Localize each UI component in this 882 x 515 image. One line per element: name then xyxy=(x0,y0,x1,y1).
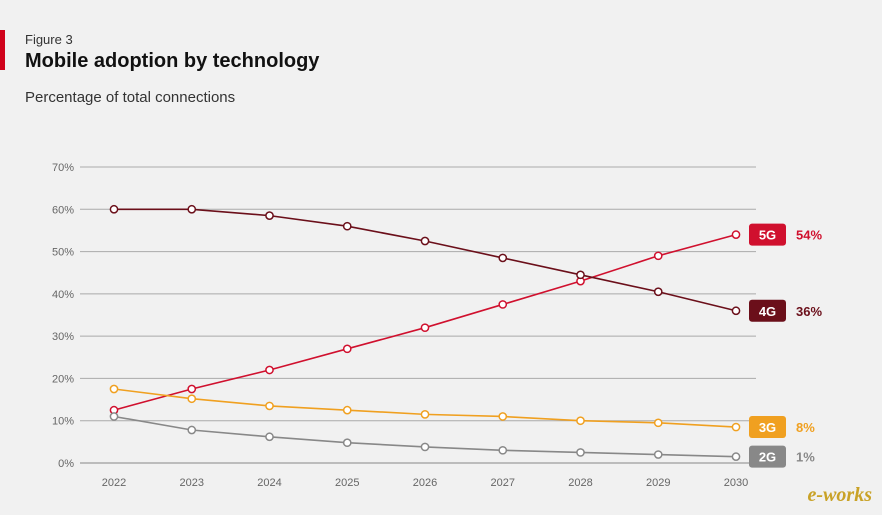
data-point xyxy=(342,438,352,448)
x-tick-label: 2030 xyxy=(724,477,748,489)
data-point xyxy=(109,412,119,421)
series-label-4g: 4G 36% xyxy=(749,299,822,322)
data-point xyxy=(653,450,663,459)
series-badge-text: 4G xyxy=(759,304,776,319)
series-end-value: 8% xyxy=(796,420,815,435)
series-line-5g xyxy=(113,233,737,411)
data-point xyxy=(576,416,585,426)
data-point xyxy=(731,422,741,432)
data-point xyxy=(731,230,741,240)
x-tick-label: 2023 xyxy=(180,477,204,489)
series-end-value: 36% xyxy=(796,304,822,319)
data-point xyxy=(498,412,508,421)
series-label-5g: 5G 54% xyxy=(749,223,822,246)
series-group xyxy=(109,204,741,462)
data-point xyxy=(498,253,508,263)
data-point xyxy=(265,401,274,411)
y-tick-label: 40% xyxy=(52,289,74,301)
data-point xyxy=(109,384,119,394)
x-tick-label: 2027 xyxy=(491,477,515,489)
data-point xyxy=(187,204,197,214)
x-tick-label: 2026 xyxy=(413,477,437,489)
series-end-value: 54% xyxy=(796,228,822,243)
series-label-3g: 3G 8% xyxy=(749,416,815,439)
y-tick-label: 10% xyxy=(52,416,74,428)
data-point xyxy=(187,425,197,435)
data-point xyxy=(653,418,663,428)
data-point xyxy=(653,251,663,261)
series-badge-text: 5G xyxy=(759,228,776,243)
data-point xyxy=(420,323,430,333)
x-tick-label: 2028 xyxy=(568,477,592,489)
x-tick-label: 2022 xyxy=(102,477,126,489)
y-tick-label: 0% xyxy=(58,458,74,470)
chart-subtitle: Percentage of total connections xyxy=(25,89,236,106)
data-point xyxy=(576,448,585,457)
data-point xyxy=(731,452,741,462)
data-point xyxy=(265,365,274,375)
series-line-4g xyxy=(114,208,737,312)
data-point xyxy=(265,211,274,220)
data-point xyxy=(731,306,741,316)
data-point xyxy=(498,445,508,455)
series-3g xyxy=(109,384,741,432)
series-line-3g xyxy=(113,388,737,428)
series-badge-text: 3G xyxy=(759,420,776,435)
data-point xyxy=(265,432,274,442)
title-accent-bar xyxy=(0,30,5,70)
data-point xyxy=(498,300,508,309)
data-point xyxy=(342,405,352,415)
series-badge xyxy=(749,416,786,439)
series-end-value: 1% xyxy=(796,450,815,465)
x-tick-label: 2024 xyxy=(257,477,281,489)
data-point xyxy=(187,394,197,404)
chart-title: Mobile adoption by technology xyxy=(25,50,320,72)
y-tick-label: 20% xyxy=(52,373,74,385)
data-point xyxy=(576,270,585,280)
grid xyxy=(80,166,756,464)
data-point xyxy=(342,344,352,354)
data-point xyxy=(109,204,119,214)
y-tick-label: 70% xyxy=(52,162,74,174)
series-2g xyxy=(109,412,741,462)
data-point xyxy=(342,221,352,231)
y-tick-label: 60% xyxy=(52,204,74,216)
y-tick-label: 30% xyxy=(52,331,74,343)
data-point xyxy=(420,410,430,419)
series-label-2g: 2G 1% xyxy=(749,445,815,468)
y-tick-label: 50% xyxy=(52,247,74,259)
data-point xyxy=(420,442,430,452)
x-tick-label: 2025 xyxy=(335,477,359,489)
x-tick-label: 2029 xyxy=(646,477,670,489)
series-labels: 5G 54% 4G 36% 3G 8% 2G 1% xyxy=(749,223,822,468)
data-point xyxy=(653,287,663,297)
y-axis: 0% 10% 20% 30% 40% 50% 60% 70% xyxy=(52,162,74,470)
series-badge xyxy=(749,223,786,246)
series-badge-text: 2G xyxy=(759,450,776,465)
x-axis: 2022 2023 2024 2025 2026 2027 2028 2029 2030 xyxy=(102,477,748,489)
watermark: e-works xyxy=(807,484,872,506)
figure-label: Figure 3 xyxy=(25,32,73,47)
series-badge xyxy=(749,445,786,468)
data-point xyxy=(187,384,197,394)
series-4g xyxy=(109,204,741,316)
series-5g xyxy=(109,230,741,415)
series-badge xyxy=(749,299,786,322)
data-point xyxy=(420,236,430,246)
